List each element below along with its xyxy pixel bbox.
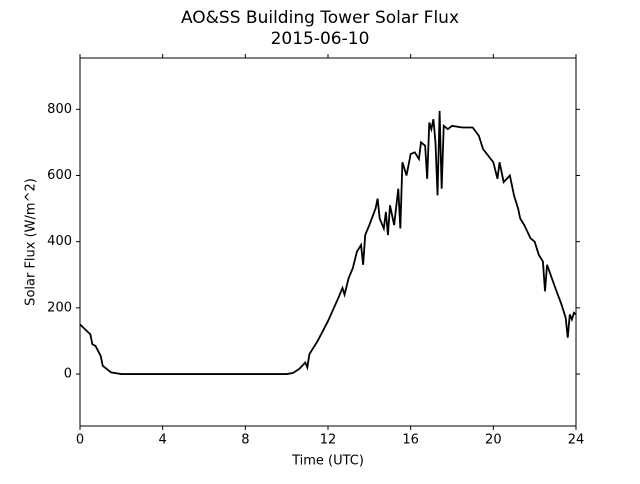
x-tick-label: 4 <box>159 433 167 448</box>
x-axis-label: Time (UTC) <box>291 454 364 469</box>
y-tick-label: 800 <box>47 102 72 117</box>
x-tick-label: 8 <box>241 433 249 448</box>
y-tick-label: 200 <box>47 300 72 315</box>
data-line <box>79 110 577 375</box>
y-tick-label: 600 <box>47 168 72 183</box>
x-tick-label: 24 <box>568 433 585 448</box>
chart-title: AO&SS Building Tower Solar Flux <box>181 8 459 28</box>
chart-subtitle: 2015-06-10 <box>271 29 370 49</box>
y-tick-label: 400 <box>47 234 72 249</box>
y-axis-label: Solar Flux (W/m^2) <box>24 178 39 306</box>
x-tick-label: 16 <box>402 433 419 448</box>
x-tick-label: 20 <box>485 433 502 448</box>
plot-frame <box>79 57 577 427</box>
y-tick-label: 0 <box>64 367 72 382</box>
x-tick-label: 0 <box>76 433 84 448</box>
x-tick-label: 12 <box>320 433 337 448</box>
